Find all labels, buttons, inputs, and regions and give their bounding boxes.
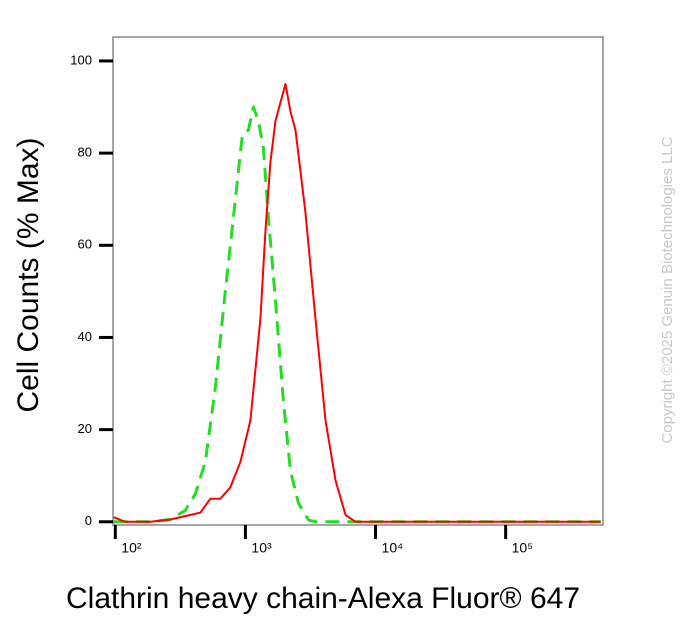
y-tick-label: 60 (78, 237, 92, 252)
series-line (113, 105, 601, 524)
y-tick-label: 40 (78, 329, 92, 344)
series-line (113, 83, 601, 523)
x-tick-label: 10³ (251, 540, 272, 556)
y-axis-label: Cell Counts (% Max) (12, 137, 45, 412)
plot-frame (112, 36, 604, 526)
copyright: Copyright ©2025 Genuin Biotechnologies L… (659, 136, 676, 443)
x-tick-label: 10² (121, 540, 142, 556)
x-tick-label: 10⁴ (382, 540, 404, 556)
x-axis-label: Clathrin heavy chain-Alexa Fluor® 647 (66, 582, 580, 615)
y-tick-label: 20 (78, 421, 92, 436)
y-tick-label: 100 (70, 52, 92, 67)
x-tick-label: 10⁵ (512, 540, 533, 556)
y-tick-label: 80 (78, 145, 92, 160)
y-tick-label: 0 (85, 513, 92, 528)
